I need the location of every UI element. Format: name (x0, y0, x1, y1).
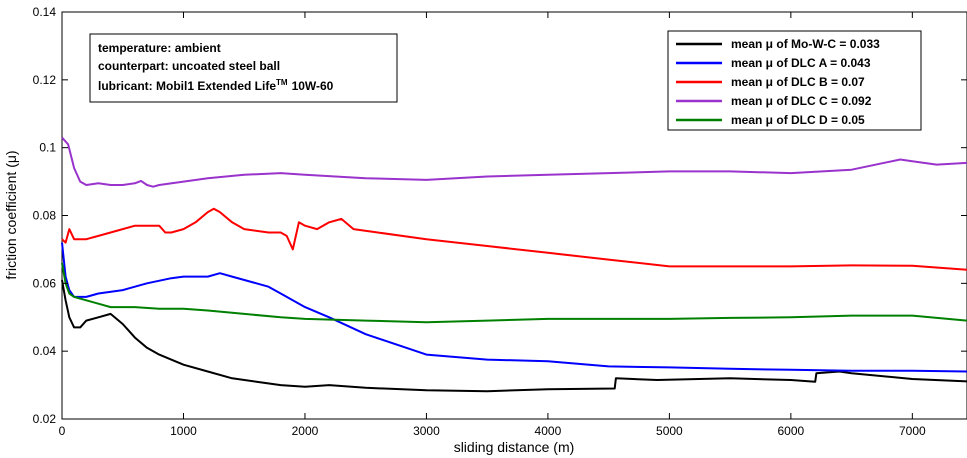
series-line-1 (61, 242, 967, 373)
y-axis-label: friction coefficient (μ) (3, 150, 19, 279)
legend-box (667, 30, 922, 131)
x-tick-label: 5000 (656, 424, 683, 438)
x-tick-label: 7000 (899, 424, 926, 438)
annotation-counterpart: counterpart: uncoated steel ball (98, 59, 280, 73)
legend-label-3: mean μ of DLC C = 0.092 (731, 94, 872, 108)
annotation-box: temperature: ambient counterpart: uncoat… (89, 33, 398, 103)
y-tick-label: 0.06 (33, 276, 57, 290)
legend-label-4: mean μ of DLC D = 0.05 (731, 113, 865, 127)
annotation-trademark: TM (276, 78, 288, 87)
x-tick-label: 0 (59, 424, 66, 438)
y-axis: 0.02 0.04 0.06 0.08 0.1 0.12 0.14 (33, 5, 967, 426)
y-tick-label: 0.02 (33, 412, 57, 426)
legend-label-2: mean μ of DLC B = 0.07 (731, 75, 865, 89)
legend-label-1: mean μ of DLC A = 0.043 (731, 56, 871, 70)
x-axis: 0 1000 2000 3000 4000 5000 6000 7000 (59, 12, 926, 438)
x-tick-label: 1000 (170, 424, 197, 438)
annotation-lubricant: lubricant: Mobil1 Extended LifeTM 10W-60 (98, 78, 334, 93)
series-line-4 (61, 262, 967, 324)
series-line-2 (61, 207, 967, 271)
series-line-0 (61, 279, 967, 393)
x-tick-label: 4000 (535, 424, 562, 438)
y-tick-label: 0.08 (33, 209, 57, 223)
series-layer (61, 136, 967, 393)
y-tick-label: 0.1 (39, 141, 56, 155)
y-tick-label: 0.12 (33, 73, 57, 87)
annotation-temperature: temperature: ambient (98, 41, 221, 55)
annotation-grade: 10W-60 (292, 79, 334, 93)
y-tick-label: 0.04 (33, 344, 57, 358)
x-tick-label: 6000 (778, 424, 805, 438)
y-tick-label: 0.14 (33, 5, 57, 19)
x-tick-label: 2000 (292, 424, 319, 438)
legend-label-0: mean μ of Mo-W-C = 0.033 (731, 37, 880, 51)
legend-items: mean μ of Mo-W-C = 0.033 mean μ of DLC A … (676, 37, 880, 127)
legend: mean μ of Mo-W-C = 0.033 mean μ of DLC A … (667, 30, 922, 131)
annotation-lubricant-name: lubricant: Mobil1 Extended Life (98, 79, 276, 93)
x-tick-label: 3000 (413, 424, 440, 438)
series-line-3 (61, 136, 967, 188)
x-axis-label: sliding distance (m) (454, 439, 575, 455)
